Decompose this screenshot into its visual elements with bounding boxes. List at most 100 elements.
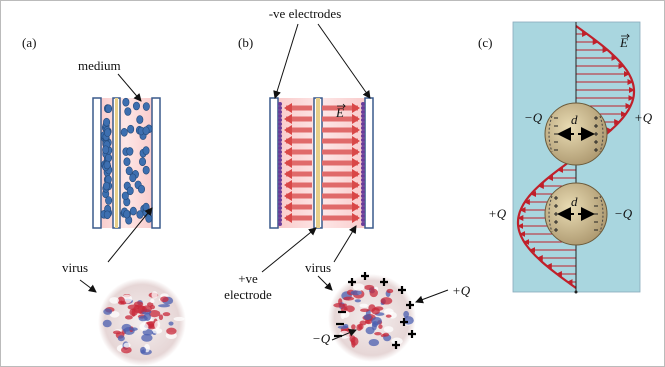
cell: [142, 102, 150, 111]
charge-dot: [278, 170, 282, 174]
charge-sign: [594, 148, 598, 152]
charge-label: −Q: [312, 331, 331, 346]
medium-label: medium: [78, 58, 121, 73]
charge-dot: [278, 126, 282, 130]
virus-patch: [151, 291, 158, 299]
virus-patch: [350, 290, 362, 296]
charge-dot: [361, 222, 365, 226]
charge-dot: [278, 206, 282, 210]
cell: [105, 153, 113, 163]
virus-patch: [166, 327, 177, 335]
plus-sign: [392, 341, 400, 349]
cell: [145, 214, 153, 223]
arrow-head: [284, 180, 360, 190]
electrode: [364, 97, 374, 229]
charge-dot: [278, 190, 282, 194]
virus-patch: [142, 305, 152, 313]
charge-dot: [278, 214, 282, 218]
virus-patch: [139, 322, 149, 331]
cell: [127, 124, 135, 134]
charge-dot: [278, 222, 282, 226]
charge-dot: [361, 166, 365, 170]
charge-dot: [361, 218, 365, 222]
cell: [104, 128, 112, 137]
diameter-label: d: [571, 194, 578, 209]
charge-dot: [278, 198, 282, 202]
cell: [142, 146, 150, 155]
arrow: [317, 275, 333, 291]
charge-dot: [361, 102, 365, 106]
virus-patch: [150, 298, 155, 304]
cell: [120, 127, 128, 137]
charge-label: +Q: [634, 110, 653, 125]
particle-edge: [548, 115, 604, 153]
virus-patch: [173, 316, 185, 322]
charge-dot: [361, 186, 365, 190]
charge-dot: [361, 178, 365, 182]
charge-dot: [278, 142, 282, 146]
charge-dot: [361, 190, 365, 194]
charge-sign: [594, 116, 598, 120]
particle: [544, 102, 608, 166]
cell: [123, 157, 131, 166]
cell: [103, 117, 111, 127]
charge-dot: [361, 110, 365, 114]
cell: [124, 107, 132, 116]
virus-patch: [120, 300, 127, 305]
arrow-head: [284, 136, 360, 146]
arrow-head: [284, 191, 360, 201]
charge-sign: [554, 204, 558, 208]
arrow-head: [284, 103, 360, 113]
charge-dot: [361, 162, 365, 166]
charge-dot: [361, 122, 365, 126]
virus-patch: [365, 320, 370, 324]
virus-patch: [160, 296, 169, 303]
virus-patch: [158, 314, 164, 321]
charge-dot: [361, 114, 365, 118]
virus-patch: [162, 312, 171, 317]
cell: [139, 157, 147, 167]
charge-dot: [361, 130, 365, 134]
plus-sign: [400, 318, 408, 326]
charge-dot: [278, 130, 282, 134]
virus-patch: [359, 303, 368, 308]
virus-patch: [109, 297, 120, 304]
arrow: [331, 329, 357, 341]
charge-dot: [361, 146, 365, 150]
panel-label: (c): [478, 35, 492, 50]
charge-dot: [278, 114, 282, 118]
charge-dot: [361, 174, 365, 178]
arrow: [107, 207, 153, 263]
charge-dot: [278, 182, 282, 186]
arrow-head: [284, 125, 360, 135]
plus-sign: [398, 286, 406, 294]
charge-sign: [554, 196, 558, 200]
virus-patch: [112, 330, 121, 335]
charge-dot: [361, 182, 365, 186]
cell: [103, 181, 111, 191]
charge-dot: [361, 154, 365, 158]
charge-dot: [278, 138, 282, 142]
virus-patch: [124, 315, 133, 320]
cell: [126, 147, 134, 156]
charge-dot: [278, 146, 282, 150]
charge-dot: [361, 210, 365, 214]
charge-dot: [361, 170, 365, 174]
virus-patch: [383, 326, 394, 333]
cell: [122, 97, 130, 107]
cell: [103, 160, 111, 170]
arrow-head: [284, 147, 360, 157]
virus-patch: [351, 340, 356, 348]
virus-patch: [148, 310, 161, 318]
charge-dot: [361, 198, 365, 202]
charge-dot: [278, 162, 282, 166]
charge-label: −Q: [614, 206, 633, 221]
charge-dot: [361, 150, 365, 154]
virus-patch: [123, 342, 131, 348]
electrode: [151, 97, 161, 229]
virus-patch: [371, 307, 380, 315]
particle-edge: [548, 195, 604, 233]
virus-patch: [368, 339, 380, 347]
virus-patch: [141, 333, 153, 342]
